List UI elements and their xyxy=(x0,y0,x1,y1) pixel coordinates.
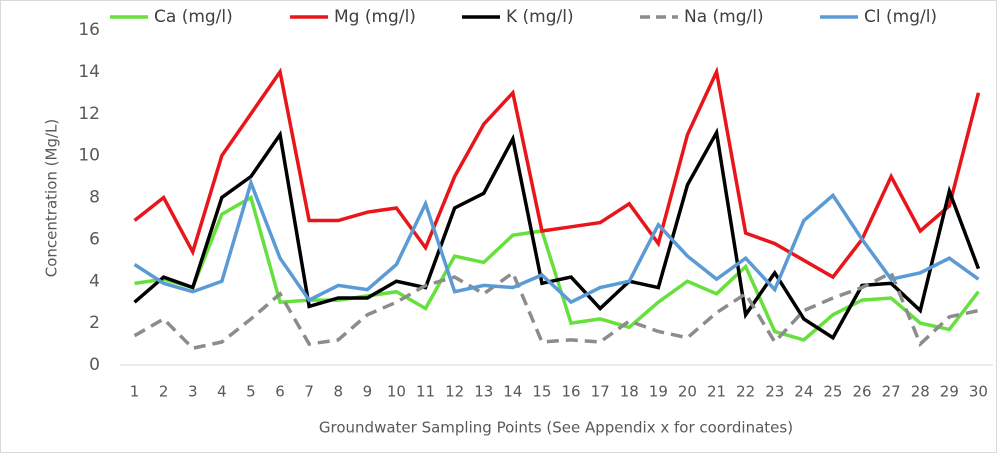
y-tick-label: 6 xyxy=(89,229,100,249)
series-line xyxy=(133,177,980,305)
x-tick-label: 25 xyxy=(823,383,842,401)
series-line xyxy=(134,194,980,342)
x-tick-label: 9 xyxy=(363,383,373,401)
x-tick-label: 4 xyxy=(217,383,227,401)
x-tick-label: 2 xyxy=(159,383,169,401)
x-tick-label: 16 xyxy=(562,383,581,401)
x-tick-label: 29 xyxy=(940,383,959,401)
y-tick-label: 14 xyxy=(78,62,100,82)
x-tick-label: 3 xyxy=(188,383,198,401)
y-tick-label: 16 xyxy=(78,20,100,40)
x-tick-label: 21 xyxy=(707,383,726,401)
x-tick-label: 28 xyxy=(911,383,930,401)
legend-label: Mg (mg/l) xyxy=(334,7,416,27)
x-tick-label: 5 xyxy=(246,383,256,401)
legend-label: Cl (mg/l) xyxy=(864,7,937,27)
x-tick-label: 10 xyxy=(387,383,406,401)
x-axis-title: Groundwater Sampling Points (See Appendi… xyxy=(319,419,793,437)
series-line xyxy=(133,66,981,280)
x-tick-label: 24 xyxy=(794,383,813,401)
y-axis-title: Concentration (Mg/L) xyxy=(43,119,61,277)
y-tick-label: 0 xyxy=(89,355,100,375)
x-tick-label: 27 xyxy=(882,383,901,401)
x-tick-label: 1 xyxy=(130,383,140,401)
series-line xyxy=(133,270,979,351)
legend-label: Ca (mg/l) xyxy=(154,7,233,27)
y-tick-label: 8 xyxy=(89,188,100,208)
x-tick-label: 26 xyxy=(853,383,872,401)
x-tick-label: 15 xyxy=(532,383,551,401)
x-tick-label: 6 xyxy=(275,383,285,401)
legend-label: K (mg/l) xyxy=(506,7,574,27)
legend-label: Na (mg/l) xyxy=(684,7,764,27)
x-tick-label: 11 xyxy=(416,383,435,401)
x-tick-label: 17 xyxy=(591,383,610,401)
x-tick-label: 14 xyxy=(503,383,522,401)
y-tick-label: 4 xyxy=(89,271,100,291)
y-tick-label: 10 xyxy=(78,146,100,166)
x-tick-label: 22 xyxy=(736,383,755,401)
series-line xyxy=(133,127,981,341)
x-tick-label: 19 xyxy=(649,383,668,401)
y-tick-label: 2 xyxy=(89,313,100,333)
x-tick-label: 30 xyxy=(969,383,988,401)
x-tick-label: 7 xyxy=(304,383,314,401)
y-tick-label: 12 xyxy=(78,104,100,124)
x-tick-label: 20 xyxy=(678,383,697,401)
x-tick-label: 12 xyxy=(445,383,464,401)
x-tick-label: 18 xyxy=(620,383,639,401)
x-tick-label: 13 xyxy=(474,383,493,401)
x-tick-label: 8 xyxy=(333,383,343,401)
x-tick-label: 23 xyxy=(765,383,784,401)
